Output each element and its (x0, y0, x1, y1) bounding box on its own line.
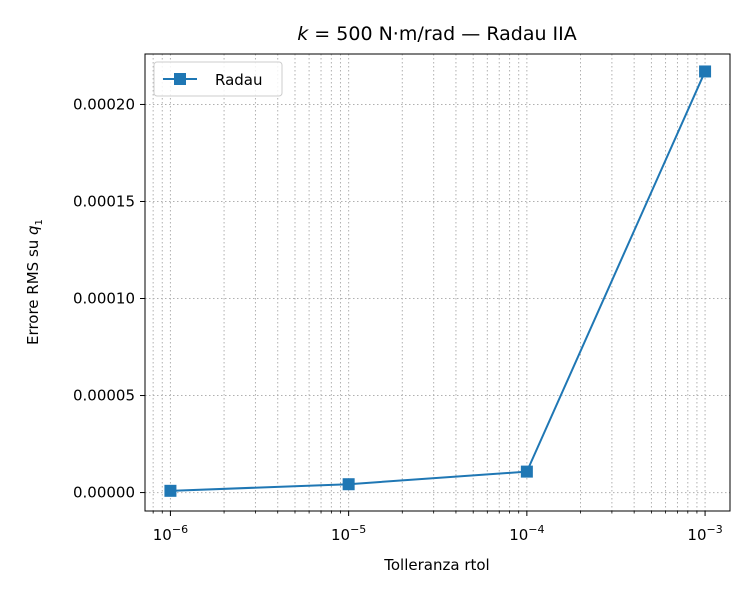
x-tick-label-base: 10 (331, 526, 350, 544)
y-tick-label: 0.00005 (73, 387, 135, 405)
legend-marker (174, 73, 186, 85)
y-axis-label: Errore RMS su q1 (24, 219, 45, 345)
y-axis-label-base: Errore RMS su (24, 235, 42, 345)
x-tick-label-exponent: −4 (528, 523, 544, 536)
x-tick-label-base: 10 (687, 526, 706, 544)
y-tick-label: 0.00020 (73, 95, 135, 113)
title-text: = 500 N·m/rad — Radau IIA (308, 23, 576, 45)
y-axis-label-subscript: 1 (34, 219, 45, 225)
x-tick-label: 10−3 (687, 523, 722, 544)
title-variable: k (297, 23, 309, 45)
x-tick-label: 10−4 (509, 523, 544, 544)
y-axis-label-variable: q (24, 225, 42, 235)
x-tick-label: 10−6 (153, 523, 188, 544)
legend: Radau (153, 61, 283, 97)
data-point-marker (164, 484, 177, 497)
data-point-marker (520, 465, 533, 478)
y-tick-label: 0.00010 (73, 290, 135, 308)
legend-label: Radau (215, 71, 263, 89)
x-tick-label-base: 10 (153, 526, 172, 544)
axis-ticks: 10−6 10−5 10−4 10−30.000000.000050.000100.0… (73, 95, 723, 544)
legend-box (153, 61, 283, 97)
series-layer (164, 65, 712, 497)
x-tick-label-exponent: −3 (707, 523, 723, 536)
x-tick-label-exponent: −6 (172, 523, 188, 536)
data-point-marker (342, 478, 355, 491)
y-tick-label: 0.00015 (73, 192, 135, 210)
data-point-marker (699, 65, 712, 78)
x-tick-label-base: 10 (509, 526, 528, 544)
x-axis-label: Tolleranza rtol (383, 556, 489, 574)
y-tick-label: 0.00000 (73, 484, 135, 502)
chart-title: k = 500 N·m/rad — Radau IIA (297, 23, 577, 45)
grid (145, 54, 730, 511)
plot-frame (144, 53, 731, 512)
series-line (170, 71, 706, 492)
x-tick-label-exponent: −5 (350, 523, 366, 536)
x-tick-label: 10−5 (331, 523, 366, 544)
